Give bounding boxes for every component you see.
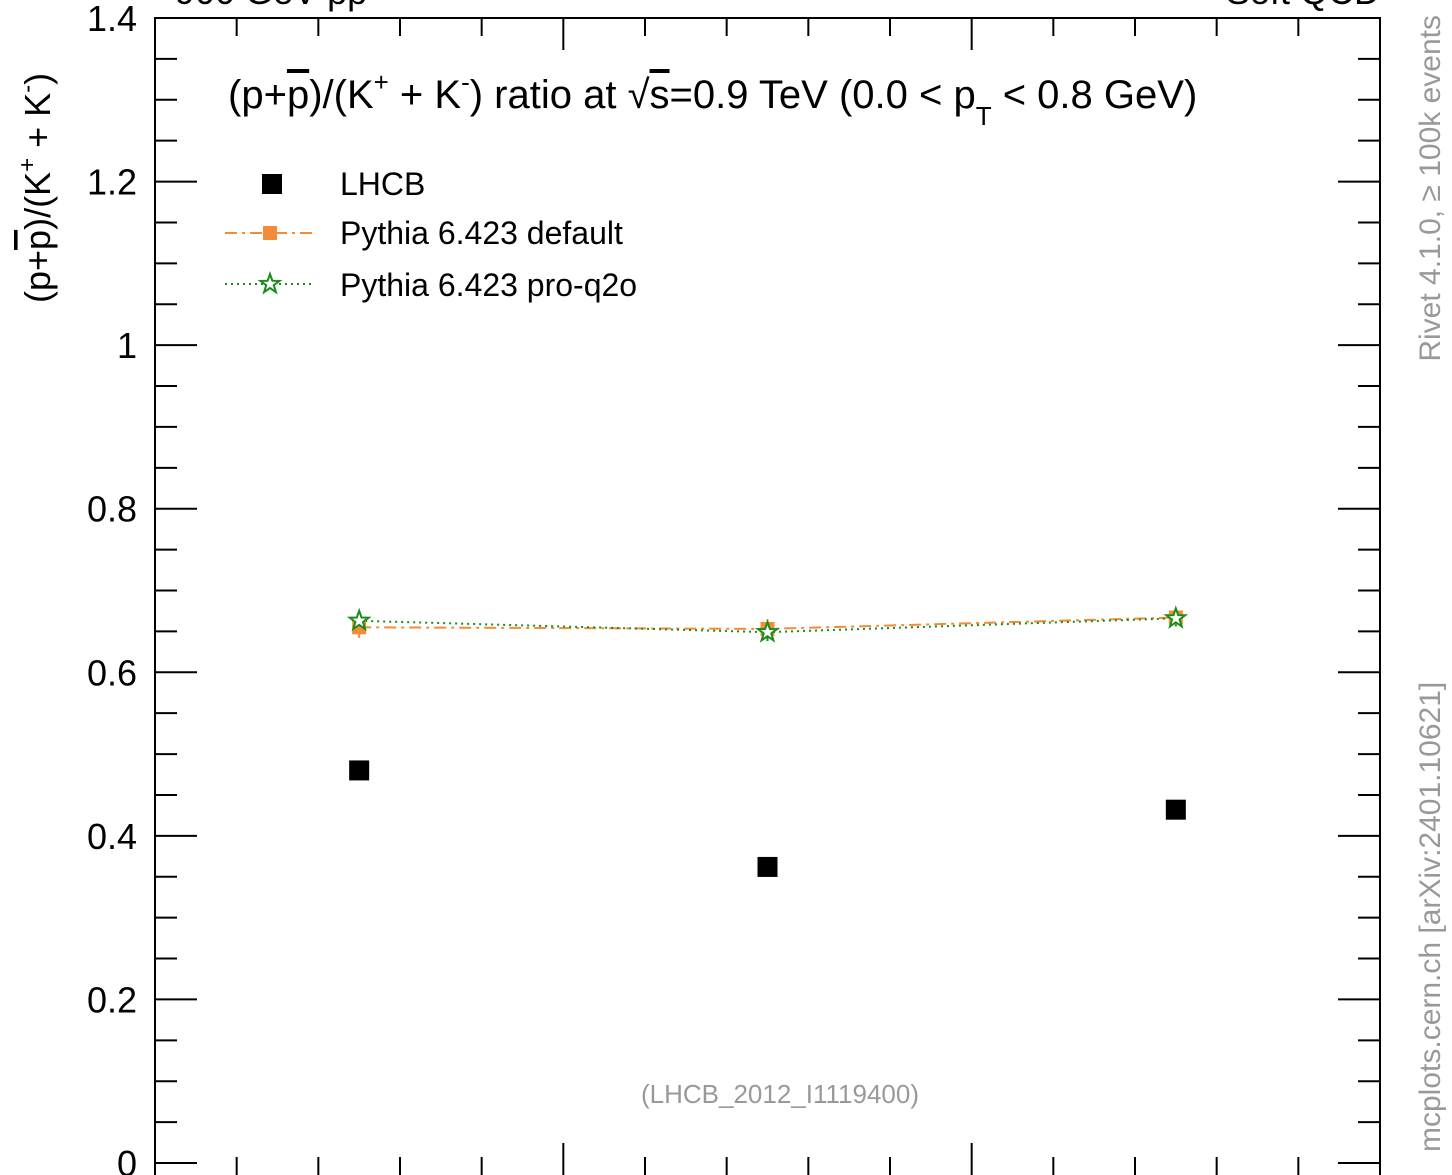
legend-proq2o-marker [257,270,283,295]
y-tick-label: 0 [117,1143,137,1175]
title-part-b: )/(K [309,73,374,117]
ylabel-sup-plus: + [14,158,41,172]
title-part-f: < 0.8 GeV) [992,73,1198,117]
ylabel-part-a: (p+ [17,250,58,303]
title-part-d: ) ratio at [470,73,628,117]
marker-data [349,760,370,781]
header-left-label: 900 GeV pp [175,0,367,12]
y-tick-label: 1.2 [87,162,137,203]
y-tick-label: 1.4 [87,0,137,39]
y-tick-labels: 0 0.2 0.4 0.6 0.8 1 1.2 1.4 [87,0,137,1175]
axis-ticks [154,17,1381,1175]
legend: LHCB Pythia 6.423 default Pythia 6.423 p… [225,166,637,303]
marker-data [1165,799,1186,820]
title-part-a: (p+ [228,73,287,117]
legend-proq2o-label: Pythia 6.423 pro-q2o [340,267,637,303]
title-part-e: =0.9 TeV (0.0 < p [670,73,976,117]
legend-default-marker [263,226,277,240]
title-sup-plus: + [374,67,389,97]
ylabel-sup-minus: - [14,85,41,93]
legend-lhcb-marker [262,174,282,194]
title-s: s [650,73,670,117]
ylabel-part-b: )/(K [17,172,58,230]
y-tick-label: 0.2 [87,979,137,1020]
side-label-top: Rivet 4.1.0, ≥ 100k events [1414,15,1447,362]
legend-default-label: Pythia 6.423 default [340,215,623,251]
chart-title: (p+p)/(K+ + K-) ratio at √s=0.9 TeV (0.0… [228,67,1197,131]
header-right-label: Soft QCD [1226,0,1380,12]
marker-proq2o [346,607,372,632]
marker-proq2o [755,619,780,643]
y-tick-label: 1 [117,325,137,366]
side-label-bottom: mcplots.cern.ch [arXiv:2401.10621] [1414,682,1447,1152]
data-markers [346,605,1189,877]
title-part-c: + K [389,73,462,117]
marker-proq2o [1163,605,1189,629]
ylabel-part-d: ) [17,73,58,85]
y-tick-label: 0.8 [87,489,137,530]
title-pbar: p [287,73,309,117]
title-sub-T: T [976,101,992,131]
y-tick-label: 0.4 [87,816,137,857]
marker-data [757,856,778,877]
y-tick-label: 0.6 [87,652,137,693]
ylabel-pbar: p [17,230,58,250]
y-axis-label: (p+p)/(K+ + K-) [14,73,58,303]
legend-lhcb-label: LHCB [340,166,425,202]
title-root: √ [628,73,650,117]
plot-frame [154,17,1381,1175]
analysis-annotation: (LHCB_2012_I1119400) [641,1079,919,1109]
title-sup-minus: - [461,67,470,97]
ylabel-part-c: + K [17,93,58,158]
